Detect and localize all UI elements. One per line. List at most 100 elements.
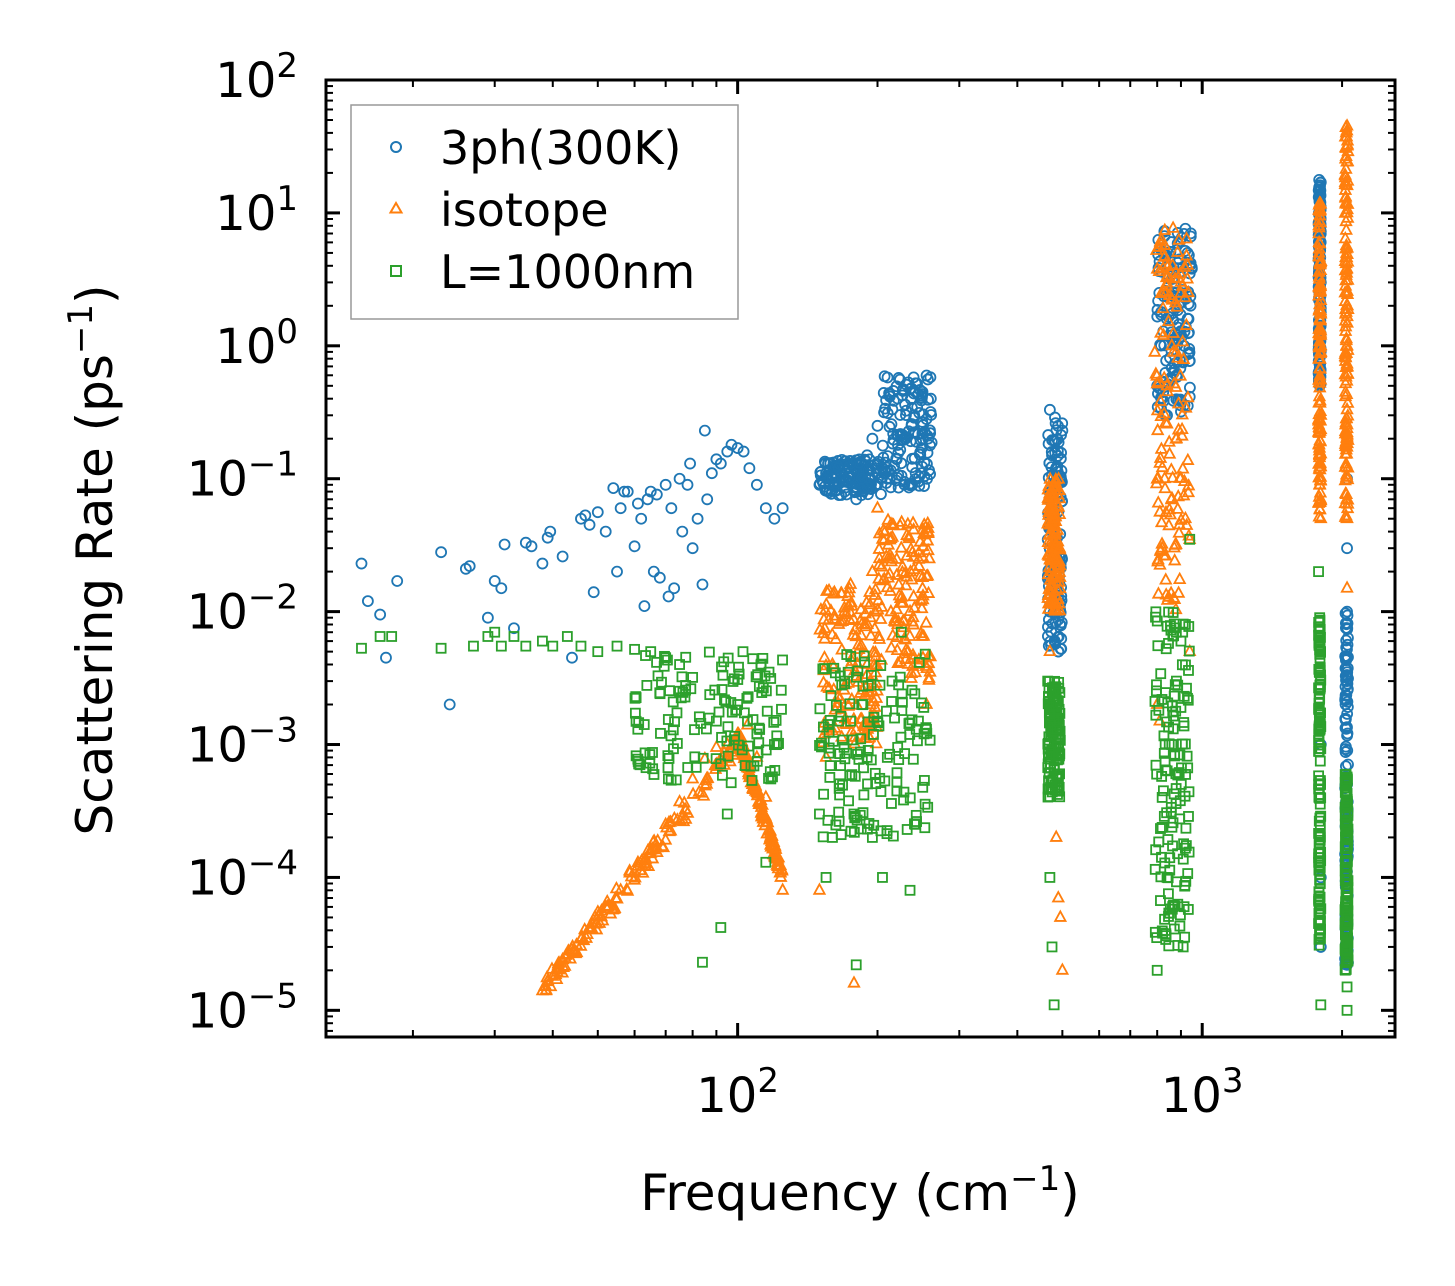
data-point-circle (653, 571, 666, 584)
data-point-triangle (1159, 504, 1173, 518)
data-point-triangle (1181, 390, 1195, 403)
data-point-triangle (1166, 325, 1181, 338)
data-point-square (1178, 838, 1189, 850)
data-point-triangle (904, 541, 918, 554)
data-point-square (924, 734, 936, 746)
y-tick-label: 102 (215, 46, 298, 109)
data-point-triangle (1159, 572, 1173, 585)
y-tick-label: 10−4 (187, 843, 298, 906)
data-point-square (1155, 823, 1166, 834)
data-point-square (1176, 738, 1188, 750)
data-point-triangle (1312, 213, 1326, 226)
data-point-triangle (1340, 356, 1354, 369)
data-point-triangle (582, 919, 597, 932)
data-point-square (630, 691, 642, 703)
data-point-square (776, 703, 787, 715)
data-point-circle (876, 439, 889, 452)
data-point-square (886, 798, 897, 809)
data-point-triangle (875, 559, 889, 572)
data-point-square (760, 685, 772, 697)
data-point-triangle (1162, 287, 1177, 301)
data-point-triangle (1167, 591, 1182, 605)
data-point-square (866, 670, 877, 681)
data-point-square (640, 762, 652, 774)
data-point-triangle (827, 584, 842, 597)
data-point-triangle (841, 598, 856, 611)
data-point-triangle (1052, 574, 1067, 587)
data-point-triangle (1044, 502, 1058, 516)
data-point-square (1150, 759, 1162, 771)
data-point-square (741, 692, 753, 704)
data-point-triangle (1340, 153, 1355, 167)
data-point-square (715, 922, 727, 933)
data-point-square (1315, 999, 1327, 1011)
data-point-circle (865, 459, 878, 472)
data-point-triangle (855, 616, 869, 629)
data-point-triangle (881, 570, 896, 583)
data-point-circle (488, 575, 501, 587)
data-point-circle (659, 478, 672, 491)
data-point-triangle (663, 823, 678, 836)
data-point-circle (875, 488, 887, 501)
data-point-square (1183, 645, 1195, 657)
data-point-square (1179, 790, 1191, 802)
data-point-square (716, 731, 727, 743)
data-point-circle (1056, 424, 1069, 437)
data-point-circle (1049, 446, 1062, 459)
data-point-square (629, 643, 640, 655)
data-point-square (1314, 830, 1325, 842)
data-point-square (671, 738, 683, 749)
data-point-circle (696, 578, 709, 591)
data-point-triangle (1313, 494, 1327, 508)
data-point-square (825, 690, 837, 702)
data-point-square (356, 642, 367, 654)
data-point-triangle (1047, 510, 1061, 524)
data-point-triangle (1169, 430, 1184, 444)
data-point-square (1178, 720, 1190, 732)
data-point-square (667, 696, 679, 708)
data-point-triangle (1339, 345, 1354, 359)
data-point-square (1158, 730, 1170, 742)
data-point-triangle (1158, 256, 1173, 269)
data-point-triangle (1180, 257, 1195, 270)
data-point-triangle (1341, 408, 1355, 421)
data-point-square (710, 715, 722, 727)
data-point-circle (1049, 417, 1062, 430)
data-point-triangle (896, 595, 910, 608)
data-point-triangle (921, 520, 935, 533)
data-point-circle (825, 487, 838, 500)
data-point-triangle (670, 812, 685, 825)
data-point-square (769, 739, 780, 750)
data-point-circle (1339, 650, 1352, 663)
data-point-triangle (1338, 459, 1352, 472)
data-point-square (1341, 785, 1352, 797)
data-point-square (751, 755, 763, 767)
data-point-circle (843, 471, 856, 484)
data-point-square (827, 832, 838, 843)
data-point-square (877, 872, 888, 883)
data-point-triangle (1175, 334, 1190, 347)
data-point-triangle (1166, 220, 1180, 233)
data-point-triangle (1312, 284, 1327, 297)
data-point-circle (536, 557, 549, 570)
data-point-triangle (644, 842, 658, 855)
data-point-circle (638, 600, 651, 613)
data-point-circle (916, 427, 929, 440)
y-tick-label: 10−2 (187, 578, 298, 641)
data-point-square (1175, 635, 1187, 647)
data-point-triangle (1179, 400, 1193, 413)
y-tick-label: 10−5 (187, 976, 298, 1039)
data-point-square (1339, 943, 1351, 954)
x-tick-label: 103 (1161, 1061, 1244, 1124)
data-point-square (844, 698, 856, 710)
data-point-square (919, 798, 931, 810)
data-point-triangle (709, 739, 724, 752)
data-point-square (1153, 836, 1165, 848)
data-point-triangle (1042, 581, 1056, 594)
legend-marker-circle (390, 141, 402, 153)
data-point-square (1183, 621, 1195, 632)
data-point-circle (355, 557, 368, 570)
data-point-square (823, 747, 835, 759)
data-point-circle (587, 586, 600, 599)
data-point-triangle (843, 576, 858, 589)
